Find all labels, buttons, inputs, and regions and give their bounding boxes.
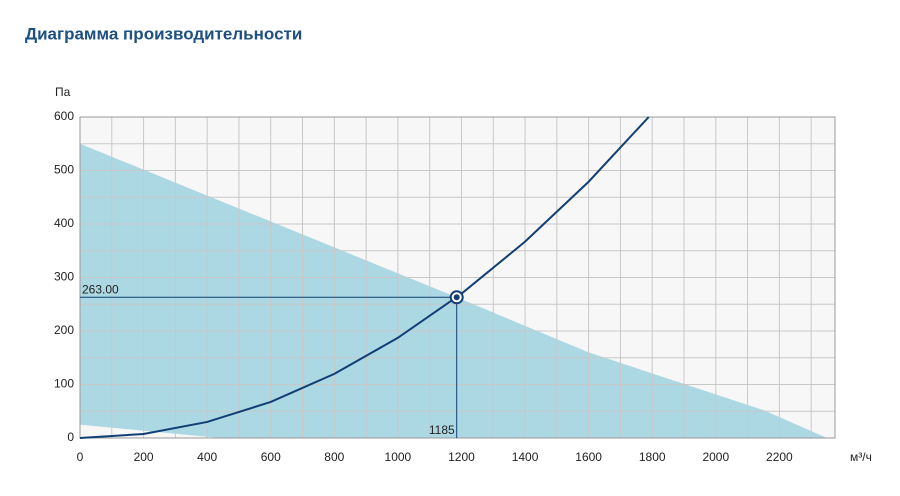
x-tick-label: 600 [261,450,281,464]
op-x-label: 1185 [429,423,455,437]
x-tick-label: 400 [197,450,217,464]
y-tick-label: 100 [54,377,74,391]
x-axis-label: м³/ч [850,450,872,464]
system-curve [79,116,650,439]
x-tick-label: 1400 [512,450,539,464]
y-tick-label: 0 [67,430,74,444]
plot-border [79,116,836,439]
x-tick-label: 0 [77,450,84,464]
y-tick-label: 500 [54,163,74,177]
x-tick-label: 1600 [575,450,602,464]
x-tick-label: 800 [324,450,344,464]
x-tick-label: 2200 [766,450,793,464]
chart-title: Диаграмма производительности [25,24,302,43]
fan-area [80,143,828,438]
x-tick-label: 2000 [702,450,729,464]
operating-point-core [453,294,460,301]
x-tick-label: 1000 [385,450,412,464]
y-tick-label: 300 [54,270,74,284]
op-y-label: 263.00 [82,282,119,296]
y-tick-label: 200 [54,323,74,337]
x-tick-label: 1200 [448,450,475,464]
y-tick-label: 600 [54,109,74,123]
y-axis-label: Па [55,85,71,99]
y-tick-label: 400 [54,216,74,230]
x-tick-label: 1800 [639,450,666,464]
x-tick-label: 200 [134,450,154,464]
